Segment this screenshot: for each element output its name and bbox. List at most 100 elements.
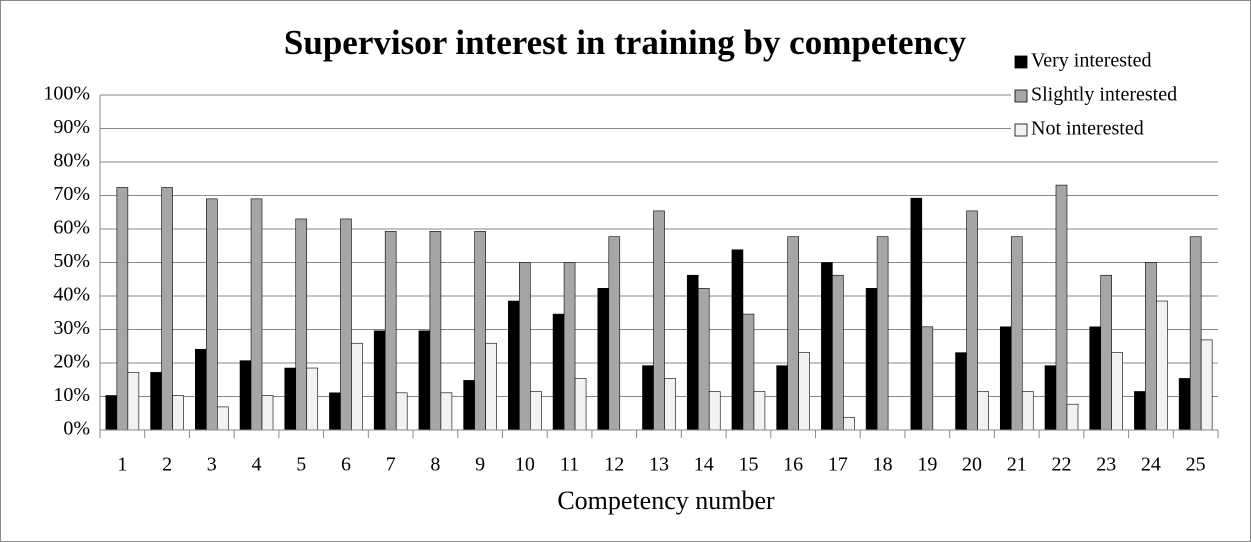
bar [418, 330, 431, 431]
legend-label: Very interested [1031, 50, 1152, 72]
y-tick-label: 90% [53, 116, 90, 138]
bar [910, 197, 923, 431]
bar [742, 313, 755, 431]
x-tick-label: 24 [1141, 454, 1161, 476]
bar [1010, 236, 1023, 431]
bar [105, 395, 118, 431]
bar [608, 236, 621, 431]
bar [429, 231, 442, 431]
bar [1134, 391, 1146, 431]
legend-swatch [1014, 55, 1028, 69]
y-tick-label: 20% [53, 351, 90, 373]
x-tick-label: 23 [1096, 454, 1116, 476]
bar [284, 367, 297, 431]
bar [519, 262, 531, 431]
bar [798, 352, 810, 431]
bar [697, 287, 710, 431]
x-tick-label: 21 [1007, 454, 1027, 476]
bar [664, 378, 676, 431]
bar [776, 365, 788, 431]
y-tick-label: 30% [53, 317, 90, 339]
bar [485, 342, 497, 431]
x-tick-label: 10 [515, 454, 535, 476]
bar [686, 274, 699, 431]
bar [787, 236, 799, 431]
bar [642, 365, 654, 431]
bar [708, 391, 721, 431]
x-tick-label: 14 [694, 454, 714, 476]
bar [463, 380, 475, 431]
bar [955, 352, 967, 431]
bar [821, 262, 833, 431]
bar [731, 249, 744, 431]
bar [306, 367, 319, 431]
y-tick-label: 40% [53, 284, 90, 306]
y-tick-label: 80% [53, 150, 90, 172]
bar [384, 231, 397, 431]
x-tick-label: 8 [430, 454, 440, 476]
bar [508, 300, 520, 431]
bar [329, 392, 341, 431]
x-tick-label: 6 [341, 454, 351, 476]
y-tick-label: 60% [53, 217, 90, 239]
bar [261, 395, 274, 431]
bar [295, 218, 308, 431]
legend-label: Slightly interested [1031, 84, 1177, 106]
bar [597, 287, 610, 431]
bar [250, 198, 263, 431]
bar [843, 416, 855, 431]
bar [653, 210, 665, 431]
bar [116, 187, 129, 431]
legend-swatch [1014, 89, 1028, 103]
x-tick-label: 25 [1186, 454, 1206, 476]
bar [440, 392, 453, 431]
bar [1111, 352, 1123, 431]
y-tick-label: 10% [53, 384, 90, 406]
y-tick-label: 0% [63, 418, 90, 440]
bar [552, 313, 565, 431]
legend-swatch [1014, 123, 1028, 137]
x-tick-label: 1 [117, 454, 127, 476]
bar [195, 348, 207, 431]
x-tick-label: 13 [649, 454, 669, 476]
bar [1066, 403, 1079, 431]
x-axis-label: Competency number [557, 486, 775, 515]
bar [977, 391, 989, 431]
x-tick-label: 9 [475, 454, 485, 476]
bar [1089, 326, 1101, 431]
x-tick-label: 19 [917, 454, 937, 476]
bar [1044, 365, 1057, 431]
legend-bg [1011, 47, 1247, 77]
bar [921, 326, 934, 431]
bar [1178, 378, 1191, 431]
bar [161, 187, 173, 431]
bar [1145, 262, 1157, 431]
legend-label: Not interested [1031, 118, 1144, 140]
x-tick-label: 4 [252, 454, 262, 476]
x-tick-label: 3 [207, 454, 217, 476]
x-tick-label: 18 [873, 454, 893, 476]
bar [474, 231, 486, 431]
bar [1200, 339, 1213, 431]
bar [351, 342, 363, 431]
bar [172, 395, 184, 431]
bar [999, 326, 1012, 431]
bar [876, 236, 889, 431]
bar [217, 406, 229, 431]
bar [150, 372, 162, 431]
bar [239, 360, 252, 431]
y-tick-label: 100% [43, 83, 90, 105]
x-tick-label: 2 [162, 454, 172, 476]
x-tick-label: 16 [783, 454, 803, 476]
x-tick-label: 5 [296, 454, 306, 476]
bar [530, 391, 542, 431]
bar [373, 330, 386, 431]
y-tick-label: 70% [53, 183, 90, 205]
legend-bg [1011, 81, 1247, 111]
y-tick-label: 50% [53, 250, 90, 272]
bar [574, 378, 587, 431]
bar [1189, 236, 1202, 431]
bar [1021, 391, 1034, 431]
bar [206, 198, 218, 431]
